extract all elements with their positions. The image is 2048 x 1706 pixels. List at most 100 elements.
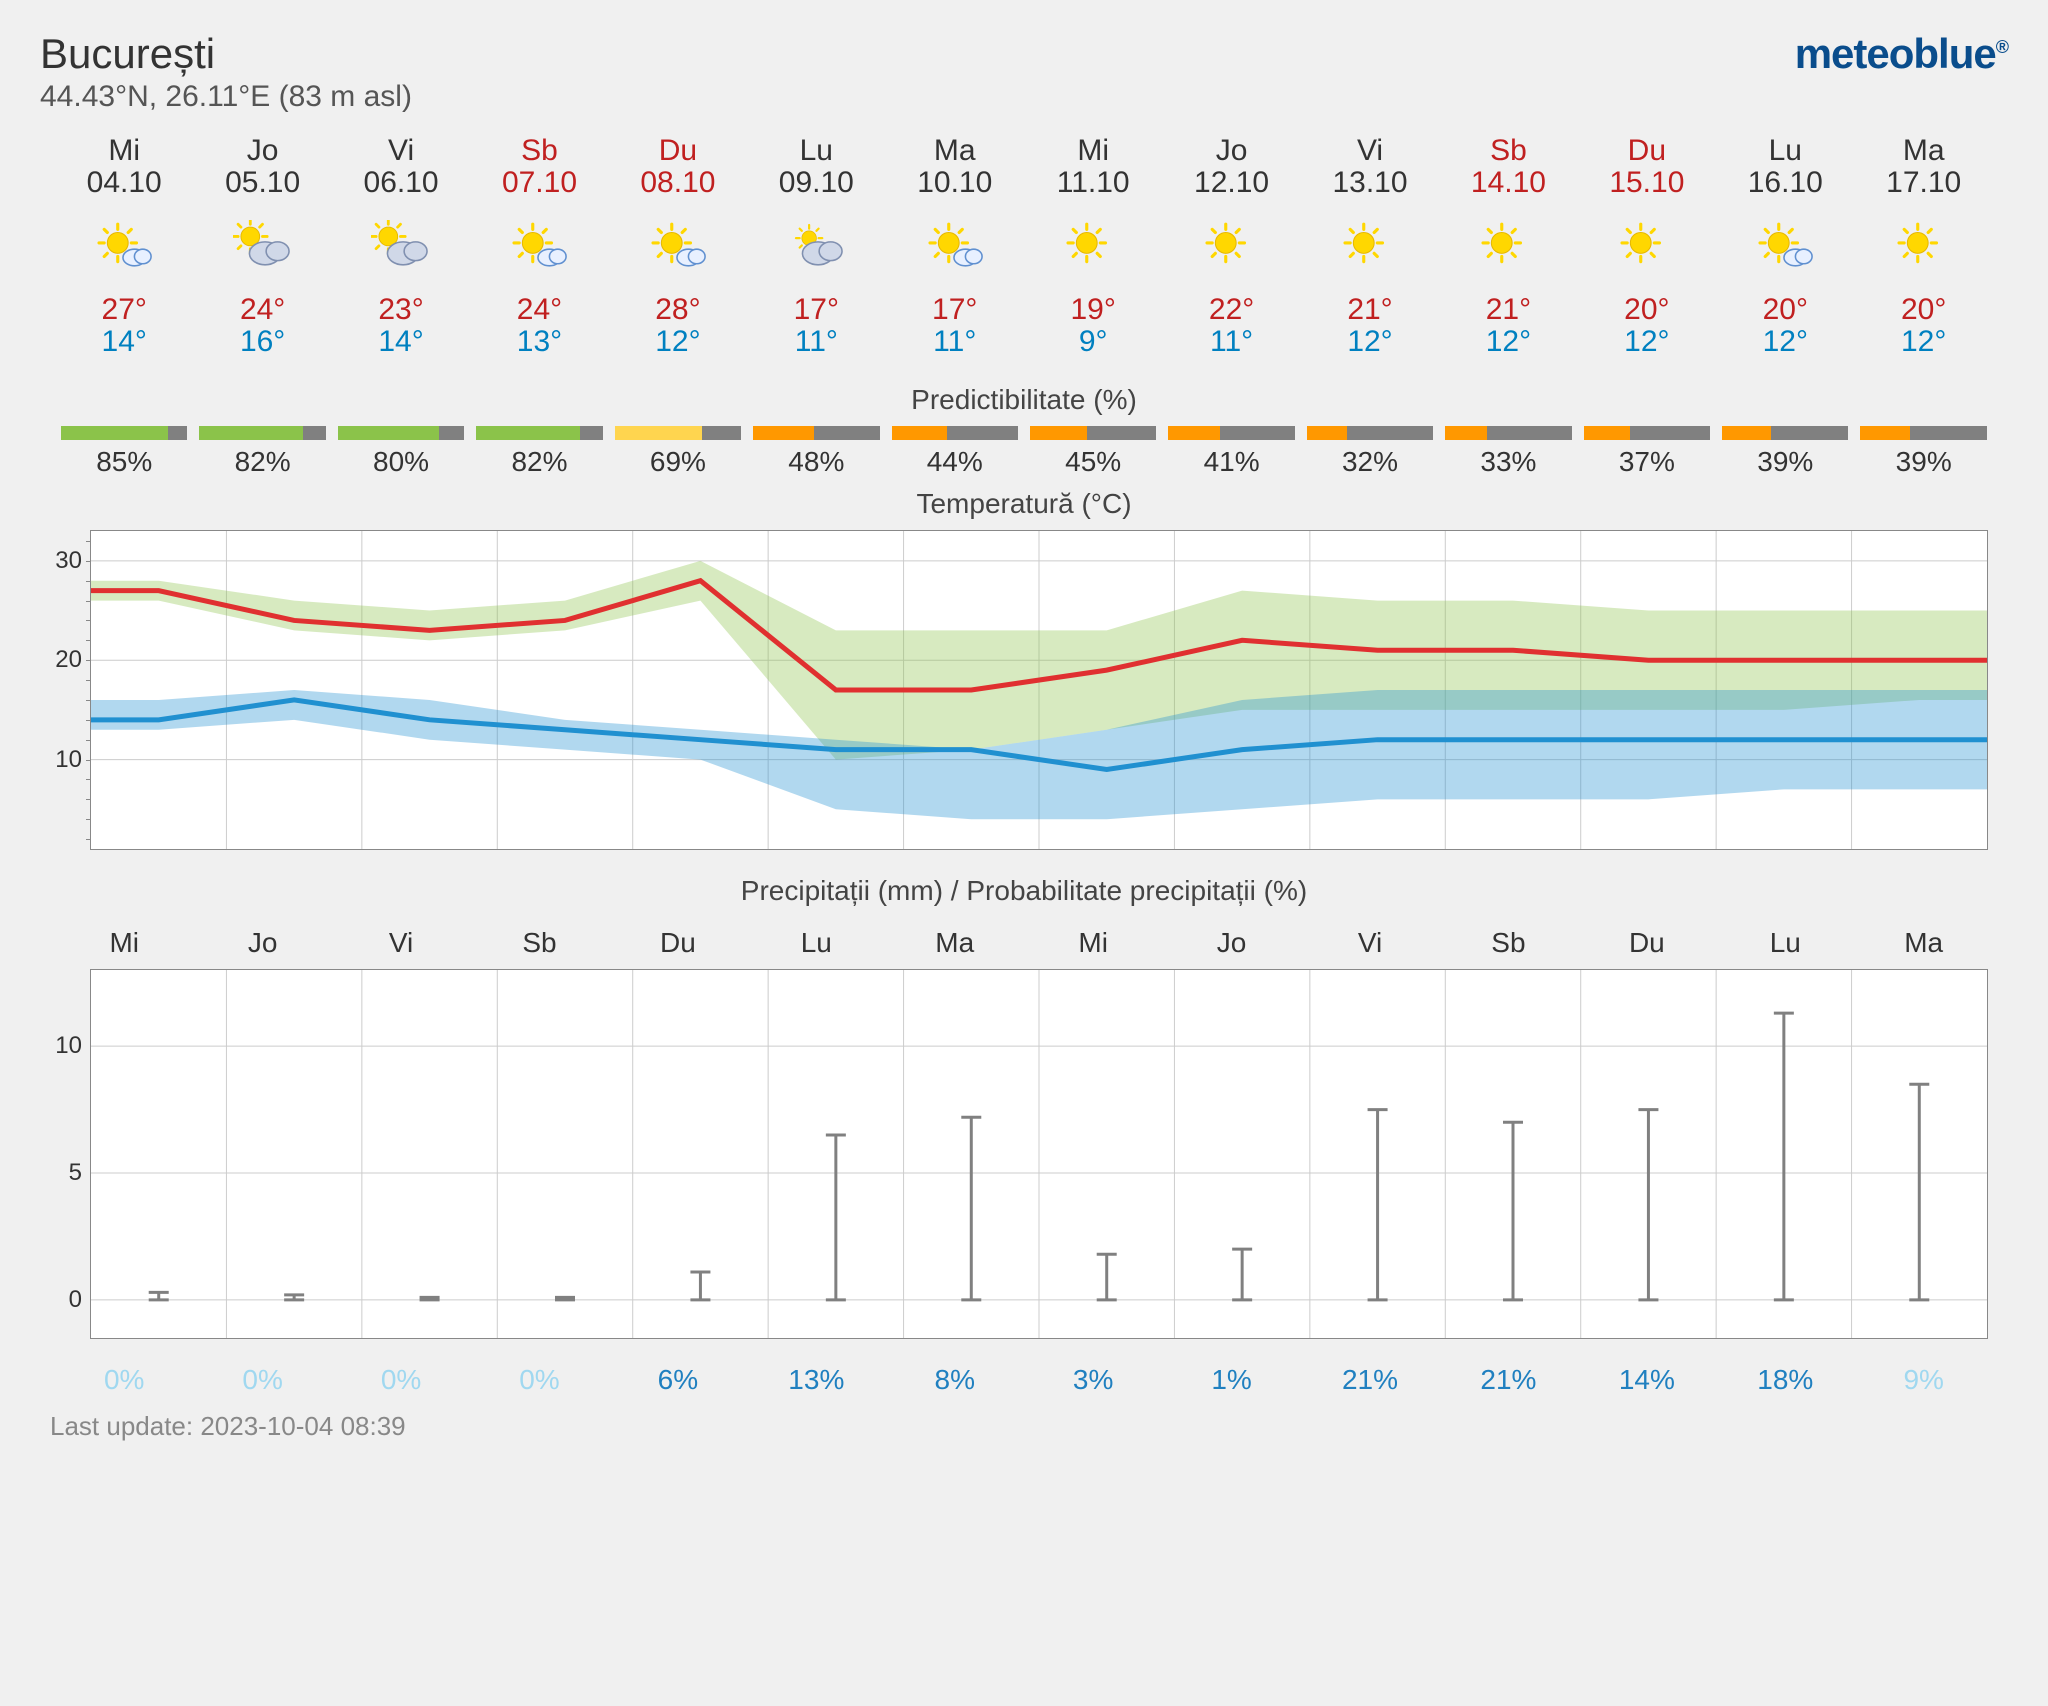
temp-low: 12° (1439, 325, 1577, 359)
temp-high: 19° (1024, 293, 1162, 327)
pred-cell: 32% (1301, 426, 1439, 478)
weather-icon (886, 220, 1024, 275)
temp-low: 12° (1301, 325, 1439, 359)
precipitation-title: Precipitații (mm) / Probabilitate precip… (40, 875, 2008, 907)
temp-cell: 19° 9° (1024, 293, 1162, 359)
weather-icon (332, 220, 470, 275)
pred-bar (1722, 426, 1848, 440)
precip-prob-value: 21% (1301, 1364, 1439, 1396)
precip-day-label: Vi (1301, 927, 1439, 959)
temp-high: 20° (1578, 293, 1716, 327)
day-col: Mi 11.10 (1024, 134, 1162, 200)
pred-cell: 69% (609, 426, 747, 478)
day-name: Ma (886, 134, 1024, 168)
precip-day-label: Sb (470, 927, 608, 959)
pred-bar (1860, 426, 1986, 440)
precip-prob-value: 0% (470, 1364, 608, 1396)
day-col: Lu 09.10 (747, 134, 885, 200)
day-name: Jo (1162, 134, 1300, 168)
temp-high: 21° (1439, 293, 1577, 327)
precip-prob-value: 13% (747, 1364, 885, 1396)
pred-cell: 44% (886, 426, 1024, 478)
temperature-title: Temperatură (°C) (40, 488, 2008, 520)
pred-value: 39% (1722, 446, 1848, 478)
pred-cell: 33% (1439, 426, 1577, 478)
day-date: 15.10 (1578, 166, 1716, 200)
day-name: Du (1578, 134, 1716, 168)
weather-icon (55, 220, 193, 275)
pred-value: 82% (476, 446, 602, 478)
pred-bar (61, 426, 187, 440)
temp-low: 13° (470, 325, 608, 359)
precip-day-label: Du (1578, 927, 1716, 959)
day-date: 16.10 (1716, 166, 1854, 200)
temp-high: 27° (55, 293, 193, 327)
day-col: Vi 06.10 (332, 134, 470, 200)
pred-value: 44% (892, 446, 1018, 478)
weather-icon (1716, 220, 1854, 275)
precip-day-label: Lu (1716, 927, 1854, 959)
y-tick-label: 30 (55, 547, 82, 575)
forecast-icons-row (40, 220, 2008, 275)
day-name: Sb (470, 134, 608, 168)
temp-cell: 21° 12° (1439, 293, 1577, 359)
precip-day-label: Jo (1162, 927, 1300, 959)
day-name: Jo (193, 134, 331, 168)
location-coords: 44.43°N, 26.11°E (83 m asl) (40, 80, 412, 114)
forecast-days-row: Mi 04.10 Jo 05.10 Vi 06.10 Sb 07.10 Du 0… (40, 134, 2008, 200)
precip-day-label: Du (609, 927, 747, 959)
pred-bar (1168, 426, 1294, 440)
temp-cell: 22° 11° (1162, 293, 1300, 359)
weather-icon (1854, 220, 1992, 275)
precip-prob-value: 0% (332, 1364, 470, 1396)
temp-high: 22° (1162, 293, 1300, 327)
temp-high: 17° (886, 293, 1024, 327)
weather-icon (747, 220, 885, 275)
day-date: 07.10 (470, 166, 608, 200)
pred-cell: 41% (1162, 426, 1300, 478)
weather-icon (1301, 220, 1439, 275)
temp-chart-svg (91, 531, 1987, 849)
precip-day-label: Ma (1854, 927, 1992, 959)
precip-prob-row: 0%0%0%0%6%13%8%3%1%21%21%14%18%9% (40, 1364, 2008, 1396)
day-date: 13.10 (1301, 166, 1439, 200)
temp-cell: 23° 14° (332, 293, 470, 359)
weather-icon (1578, 220, 1716, 275)
precip-prob-value: 0% (55, 1364, 193, 1396)
day-col: Vi 13.10 (1301, 134, 1439, 200)
day-col: Ma 17.10 (1854, 134, 1992, 200)
day-col: Jo 12.10 (1162, 134, 1300, 200)
temp-cell: 27° 14° (55, 293, 193, 359)
temp-high: 21° (1301, 293, 1439, 327)
temp-low: 14° (332, 325, 470, 359)
pred-bar (892, 426, 1018, 440)
precip-day-label: Sb (1439, 927, 1577, 959)
day-name: Mi (55, 134, 193, 168)
pred-value: 33% (1445, 446, 1571, 478)
pred-value: 48% (753, 446, 879, 478)
temp-low: 11° (886, 325, 1024, 359)
day-name: Vi (332, 134, 470, 168)
pred-value: 69% (615, 446, 741, 478)
pred-cell: 82% (193, 426, 331, 478)
precip-prob-value: 8% (886, 1364, 1024, 1396)
day-date: 04.10 (55, 166, 193, 200)
pred-value: 39% (1860, 446, 1986, 478)
location-block: București 44.43°N, 26.11°E (83 m asl) (40, 30, 412, 114)
pred-value: 85% (61, 446, 187, 478)
y-tick-label: 10 (55, 1032, 82, 1060)
forecast-temps-row: 27° 14° 24° 16° 23° 14° 24° 13° 28° 12° … (40, 293, 2008, 359)
weather-icon (1024, 220, 1162, 275)
pred-bar (615, 426, 741, 440)
pred-value: 45% (1030, 446, 1156, 478)
temp-low: 12° (1854, 325, 1992, 359)
day-name: Lu (1716, 134, 1854, 168)
precipitation-chart: 0510 (90, 969, 1988, 1339)
pred-value: 37% (1584, 446, 1710, 478)
temp-cell: 17° 11° (886, 293, 1024, 359)
precip-day-label: Mi (55, 927, 193, 959)
weather-icon (193, 220, 331, 275)
temp-y-axis: 102030 (41, 531, 86, 849)
temp-low: 14° (55, 325, 193, 359)
precip-prob-value: 1% (1162, 1364, 1300, 1396)
